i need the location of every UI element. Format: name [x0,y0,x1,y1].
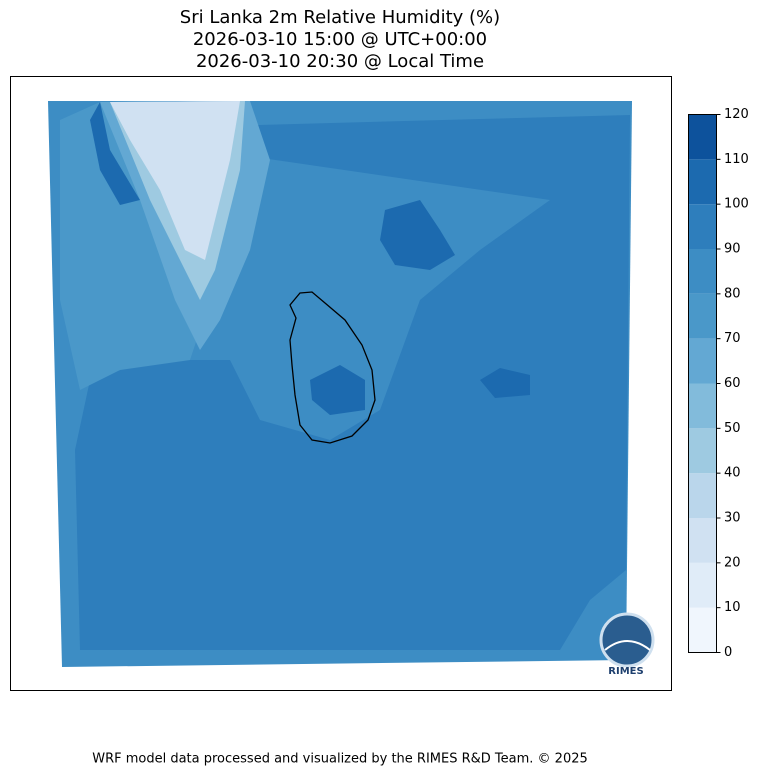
colorbar-tick-label: 50 [724,421,741,436]
colorbar-band [688,607,717,653]
colorbar-band [688,204,717,249]
colorbar-tick-label: 90 [724,242,741,257]
colorbar-tick-label: 80 [724,286,741,301]
colorbar-band [688,473,717,518]
colorbar-tick-label: 20 [724,555,741,570]
colorbar-band [688,293,717,339]
colorbar-tick-label: 10 [724,600,741,615]
colorbar-band [688,518,717,563]
colorbar-band [688,159,717,205]
footer: WRF model data processed and visualized … [92,752,588,767]
map-field: RIMES [48,101,655,677]
field-region [70,115,630,650]
sri-lanka-outline [289,291,376,444]
field-region [90,102,530,415]
title-line: 2026-03-10 20:30 @ Local Time [196,51,484,72]
logo-text: RIMES [608,666,643,677]
colorbar-band [688,249,717,294]
title-line: 2026-03-10 15:00 @ UTC+00:00 [193,29,487,50]
colorbar-tick-label: 60 [724,376,741,391]
colorbar-tick-label: 70 [724,331,741,346]
field-region [110,101,240,260]
colorbar-tick-label: 110 [724,152,749,167]
colorbar-band [688,338,717,384]
colorbar-band [688,383,717,429]
colorbar-tick-label: 30 [724,511,741,526]
field-region [60,102,200,390]
colorbar-band [688,562,717,608]
title-line: Sri Lanka 2m Relative Humidity (%) [180,7,500,28]
colorbar-frame [688,114,717,653]
colorbar-band [688,114,717,160]
colorbar-tick-label: 120 [724,107,749,122]
colorbar-tick-label: 40 [724,466,741,481]
logo-wave [604,640,651,651]
colorbar-tick-label: 0 [724,645,732,660]
colorbar-band [688,428,717,474]
colorbar-tick-label: 100 [724,197,749,212]
colorbar: 0 10 20 30 40 50 60 70 80 90 100 110 120 [688,107,749,660]
